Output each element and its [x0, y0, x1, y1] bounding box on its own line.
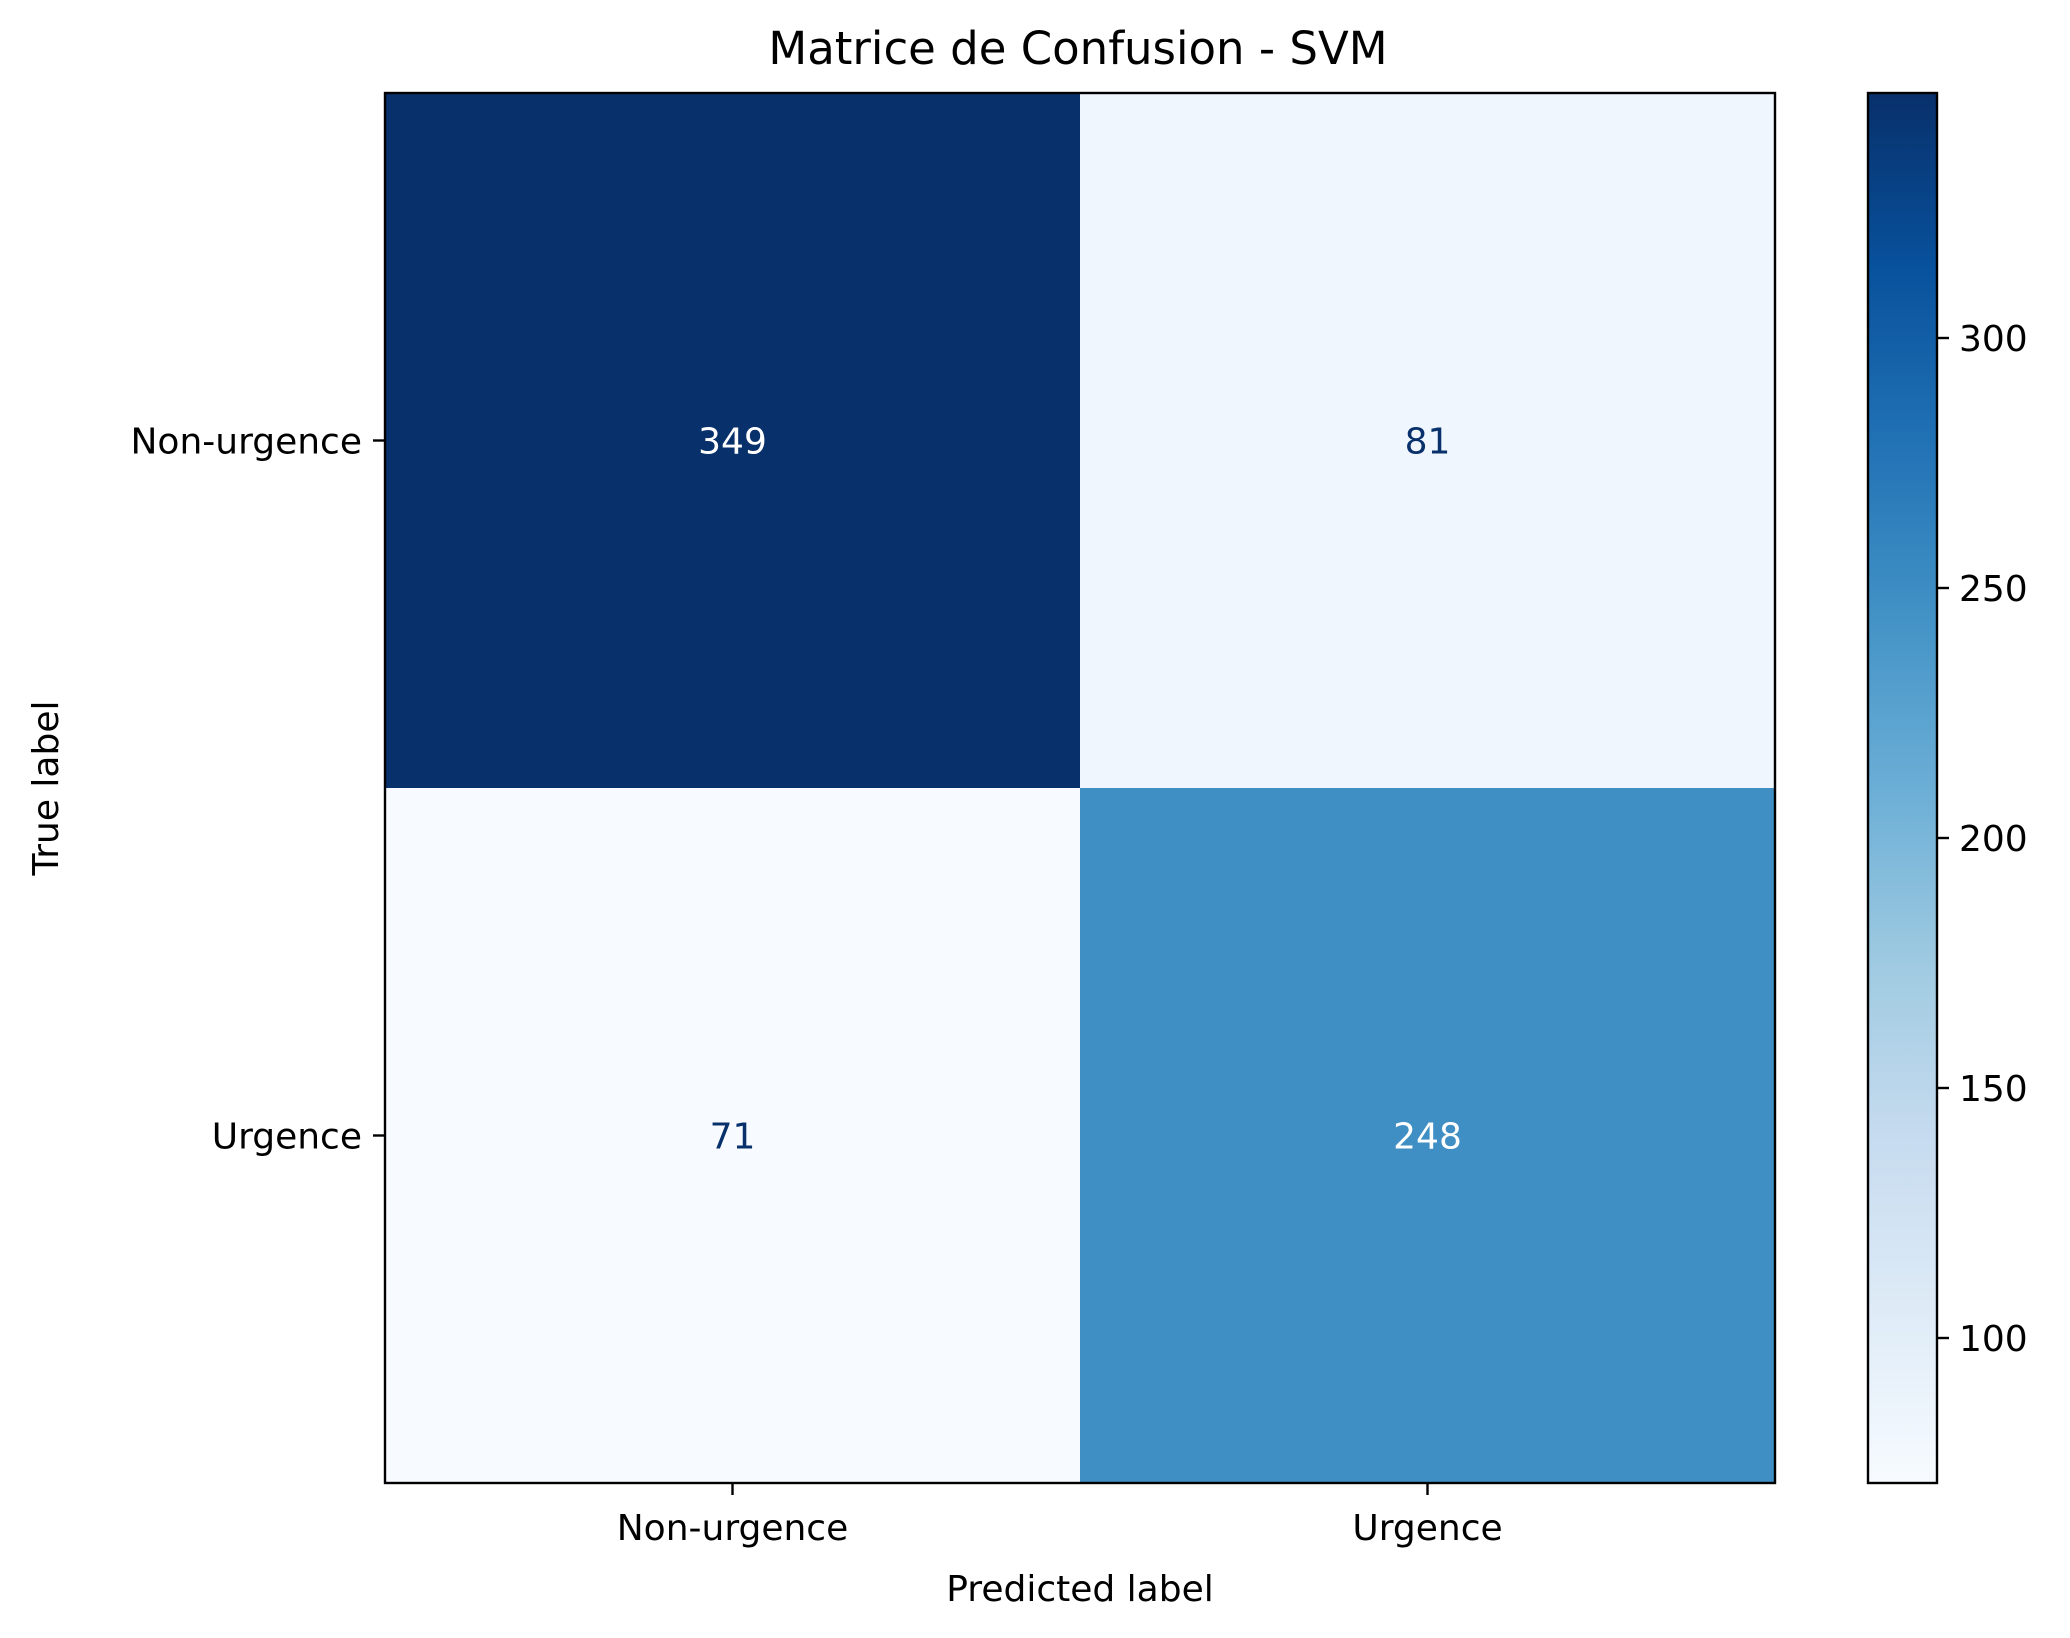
cell-value-label: 81	[1405, 422, 1451, 463]
colorbar-ticks: 100 150 200 250 300	[1937, 319, 2028, 1360]
chart-title: Matrice de Confusion - SVM	[768, 22, 1387, 75]
y-axis-ticks: Non-urgence Urgence	[130, 422, 385, 1158]
heatmap-cell	[385, 93, 1081, 789]
colorbar-tick-label: 100	[1959, 1319, 2028, 1360]
colorbar-frame	[1866, 91, 1939, 1485]
cell-value-label: 248	[1393, 1117, 1462, 1158]
heatmap-cell	[1080, 788, 1776, 1484]
x-tick-label: Urgence	[1352, 1508, 1502, 1549]
y-tick-label: Urgence	[212, 1117, 362, 1158]
colorbar-tick-label: 200	[1959, 819, 2028, 860]
x-axis-ticks: Non-urgence Urgence	[617, 1483, 1503, 1549]
matrix-frame	[383, 91, 1777, 1485]
colorbar-tick-label: 250	[1959, 569, 2028, 610]
cell-value-label: 71	[710, 1117, 756, 1158]
y-axis-label: True label	[26, 701, 67, 877]
y-tick-label: Non-urgence	[130, 422, 362, 463]
heatmap-cell	[1080, 93, 1776, 789]
x-tick-label: Non-urgence	[617, 1508, 849, 1549]
colorbar-tick-label: 150	[1959, 1069, 2028, 1110]
colorbar	[1868, 93, 1937, 1483]
colorbar-tick-label: 300	[1959, 319, 2028, 360]
heatmap-cell-labels: 349 81 71 248	[698, 422, 1462, 1158]
heatmap-cells	[385, 93, 1776, 1484]
heatmap-cell	[385, 788, 1081, 1484]
cell-value-label: 349	[698, 422, 767, 463]
x-axis-label: Predicted label	[946, 1569, 1214, 1610]
